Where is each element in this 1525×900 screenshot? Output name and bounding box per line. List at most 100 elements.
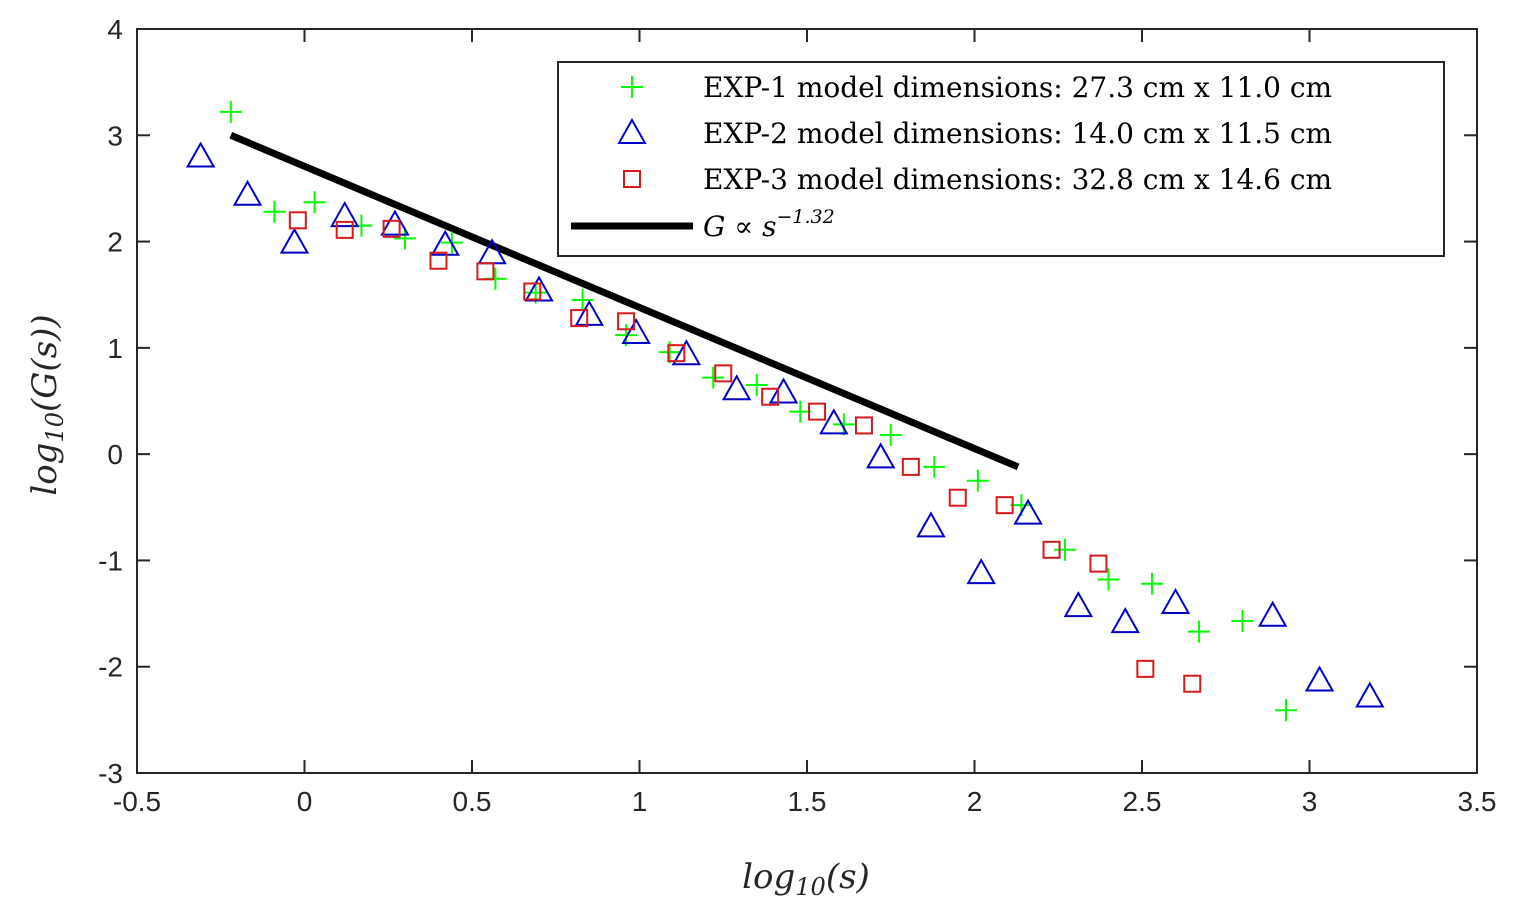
data-point-triangle <box>1013 498 1043 525</box>
data-point-square <box>995 496 1014 515</box>
data-point-triangle <box>1063 591 1094 618</box>
x-tick-label: 0 <box>297 786 313 817</box>
y-tick-label: -3 <box>98 758 123 789</box>
data-point-square <box>617 312 636 331</box>
data-point-triangle <box>185 141 216 168</box>
legend-marker-plus <box>621 76 643 98</box>
y-tick-label: 4 <box>107 14 123 45</box>
data-point-square <box>667 344 686 363</box>
x-tick-label: 2.5 <box>1123 786 1162 817</box>
data-point-plus <box>303 191 326 214</box>
x-axis-label: log10(s) <box>742 857 870 900</box>
legend-entry-exp-3: EXP-3 model dimensions: 32.8 cm x 14.6 c… <box>623 163 1332 196</box>
legend-entries: EXP-1 model dimensions: 27.3 cm x 11.0 c… <box>571 71 1332 243</box>
data-point-plus <box>1141 572 1164 595</box>
data-point-triangle <box>768 377 799 404</box>
legend-marker-square <box>623 170 641 188</box>
legend-label: EXP-3 model dimensions: 32.8 cm x 14.6 c… <box>703 163 1332 196</box>
data-point-square <box>429 251 448 270</box>
data-point-plus <box>1231 610 1254 633</box>
legend-label-fit: G ∝ s−1.32 <box>703 206 835 243</box>
data-point-plus <box>263 200 286 223</box>
data-point-plus <box>571 289 594 312</box>
data-point-triangle <box>524 275 554 302</box>
x-tick-label: 3 <box>1302 786 1318 817</box>
data-point-triangle <box>232 179 263 206</box>
data-point-triangle <box>621 317 651 344</box>
y-tick-label: 1 <box>107 333 123 364</box>
data-point-triangle <box>329 201 360 228</box>
data-point-square <box>1042 540 1061 559</box>
data-point-triangle <box>380 209 410 236</box>
data-point-plus <box>789 400 812 423</box>
legend: EXP-1 model dimensions: 27.3 cm x 11.0 c… <box>557 61 1445 257</box>
data-point-plus <box>1275 699 1298 722</box>
data-point-square <box>335 220 354 239</box>
data-point-triangle <box>916 511 946 538</box>
y-axis-label: log10(G(s)) <box>25 314 69 495</box>
legend-label: EXP-1 model dimensions: 27.3 cm x 11.0 c… <box>703 71 1332 104</box>
y-tick-label: 2 <box>107 227 123 258</box>
data-point-square <box>382 219 401 238</box>
x-tick-label: 0.5 <box>453 786 492 817</box>
legend-marker-triangle <box>617 117 647 144</box>
legend-label: EXP-2 model dimensions: 14.0 cm x 11.5 c… <box>703 117 1332 150</box>
fit-line-layer <box>229 132 1020 471</box>
data-point-triangle <box>721 374 752 401</box>
data-point-plus <box>879 424 902 447</box>
data-point-square <box>288 211 307 230</box>
x-tick-label: 3.5 <box>1458 786 1497 817</box>
data-point-square <box>948 488 967 507</box>
legend-entry-exp-1: EXP-1 model dimensions: 27.3 cm x 11.0 c… <box>621 71 1332 104</box>
series-exp-2 <box>185 141 1385 708</box>
legend-box <box>557 61 1445 257</box>
data-point-plus <box>923 455 946 478</box>
data-point-square <box>1136 659 1155 678</box>
axes: -0.5 0 0.5 1 1.5 2 2.5 3 3.5 -3 -2 -1 0 1 2 3 4 <box>98 14 1496 817</box>
data-point-triangle <box>671 339 702 366</box>
data-point-triangle <box>819 408 849 435</box>
data-point-triangle <box>430 229 460 256</box>
fit-line <box>229 132 1020 471</box>
y-tick-label: 0 <box>107 439 123 470</box>
x-tick-label: 1 <box>632 786 648 817</box>
data-point-triangle <box>574 299 604 326</box>
y-tick-label: 3 <box>107 120 123 151</box>
data-point-square <box>761 387 780 406</box>
data-point-triangle <box>966 558 996 585</box>
x-tick-label: -0.5 <box>113 786 161 817</box>
data-point-triangle <box>1110 607 1140 634</box>
data-points <box>185 100 1385 722</box>
data-point-square <box>570 309 589 328</box>
legend-entry-exp-2: EXP-2 model dimensions: 14.0 cm x 11.5 c… <box>617 117 1332 150</box>
data-point-triangle <box>1160 587 1191 614</box>
data-point-plus <box>832 413 855 436</box>
data-point-plus <box>745 374 768 397</box>
y-tick-label: -1 <box>98 545 123 576</box>
data-point-triangle <box>1304 665 1335 692</box>
data-point-square <box>1183 674 1202 693</box>
data-point-square <box>523 282 542 301</box>
data-point-square <box>1089 554 1108 573</box>
x-tick-label: 1.5 <box>788 786 827 817</box>
data-point-square <box>854 416 873 435</box>
data-point-triangle <box>279 227 310 254</box>
x-tick-label: 2 <box>967 786 983 817</box>
data-point-triangle <box>865 442 896 469</box>
data-point-square <box>808 402 827 421</box>
data-point-plus <box>966 469 989 492</box>
data-point-triangle <box>1355 681 1385 708</box>
data-point-square <box>714 364 733 383</box>
data-point-plus <box>1187 620 1210 643</box>
data-point-plus <box>1097 568 1120 591</box>
data-point-plus <box>1053 538 1076 561</box>
data-point-plus <box>702 366 725 389</box>
legend-entry-fit: G ∝ s−1.32 <box>571 206 835 243</box>
data-point-triangle <box>1257 600 1288 627</box>
data-point-square <box>901 457 920 476</box>
data-point-square <box>476 262 495 281</box>
data-point-plus <box>219 100 242 123</box>
series-exp-3 <box>288 211 1202 693</box>
y-tick-label: -2 <box>98 652 123 683</box>
